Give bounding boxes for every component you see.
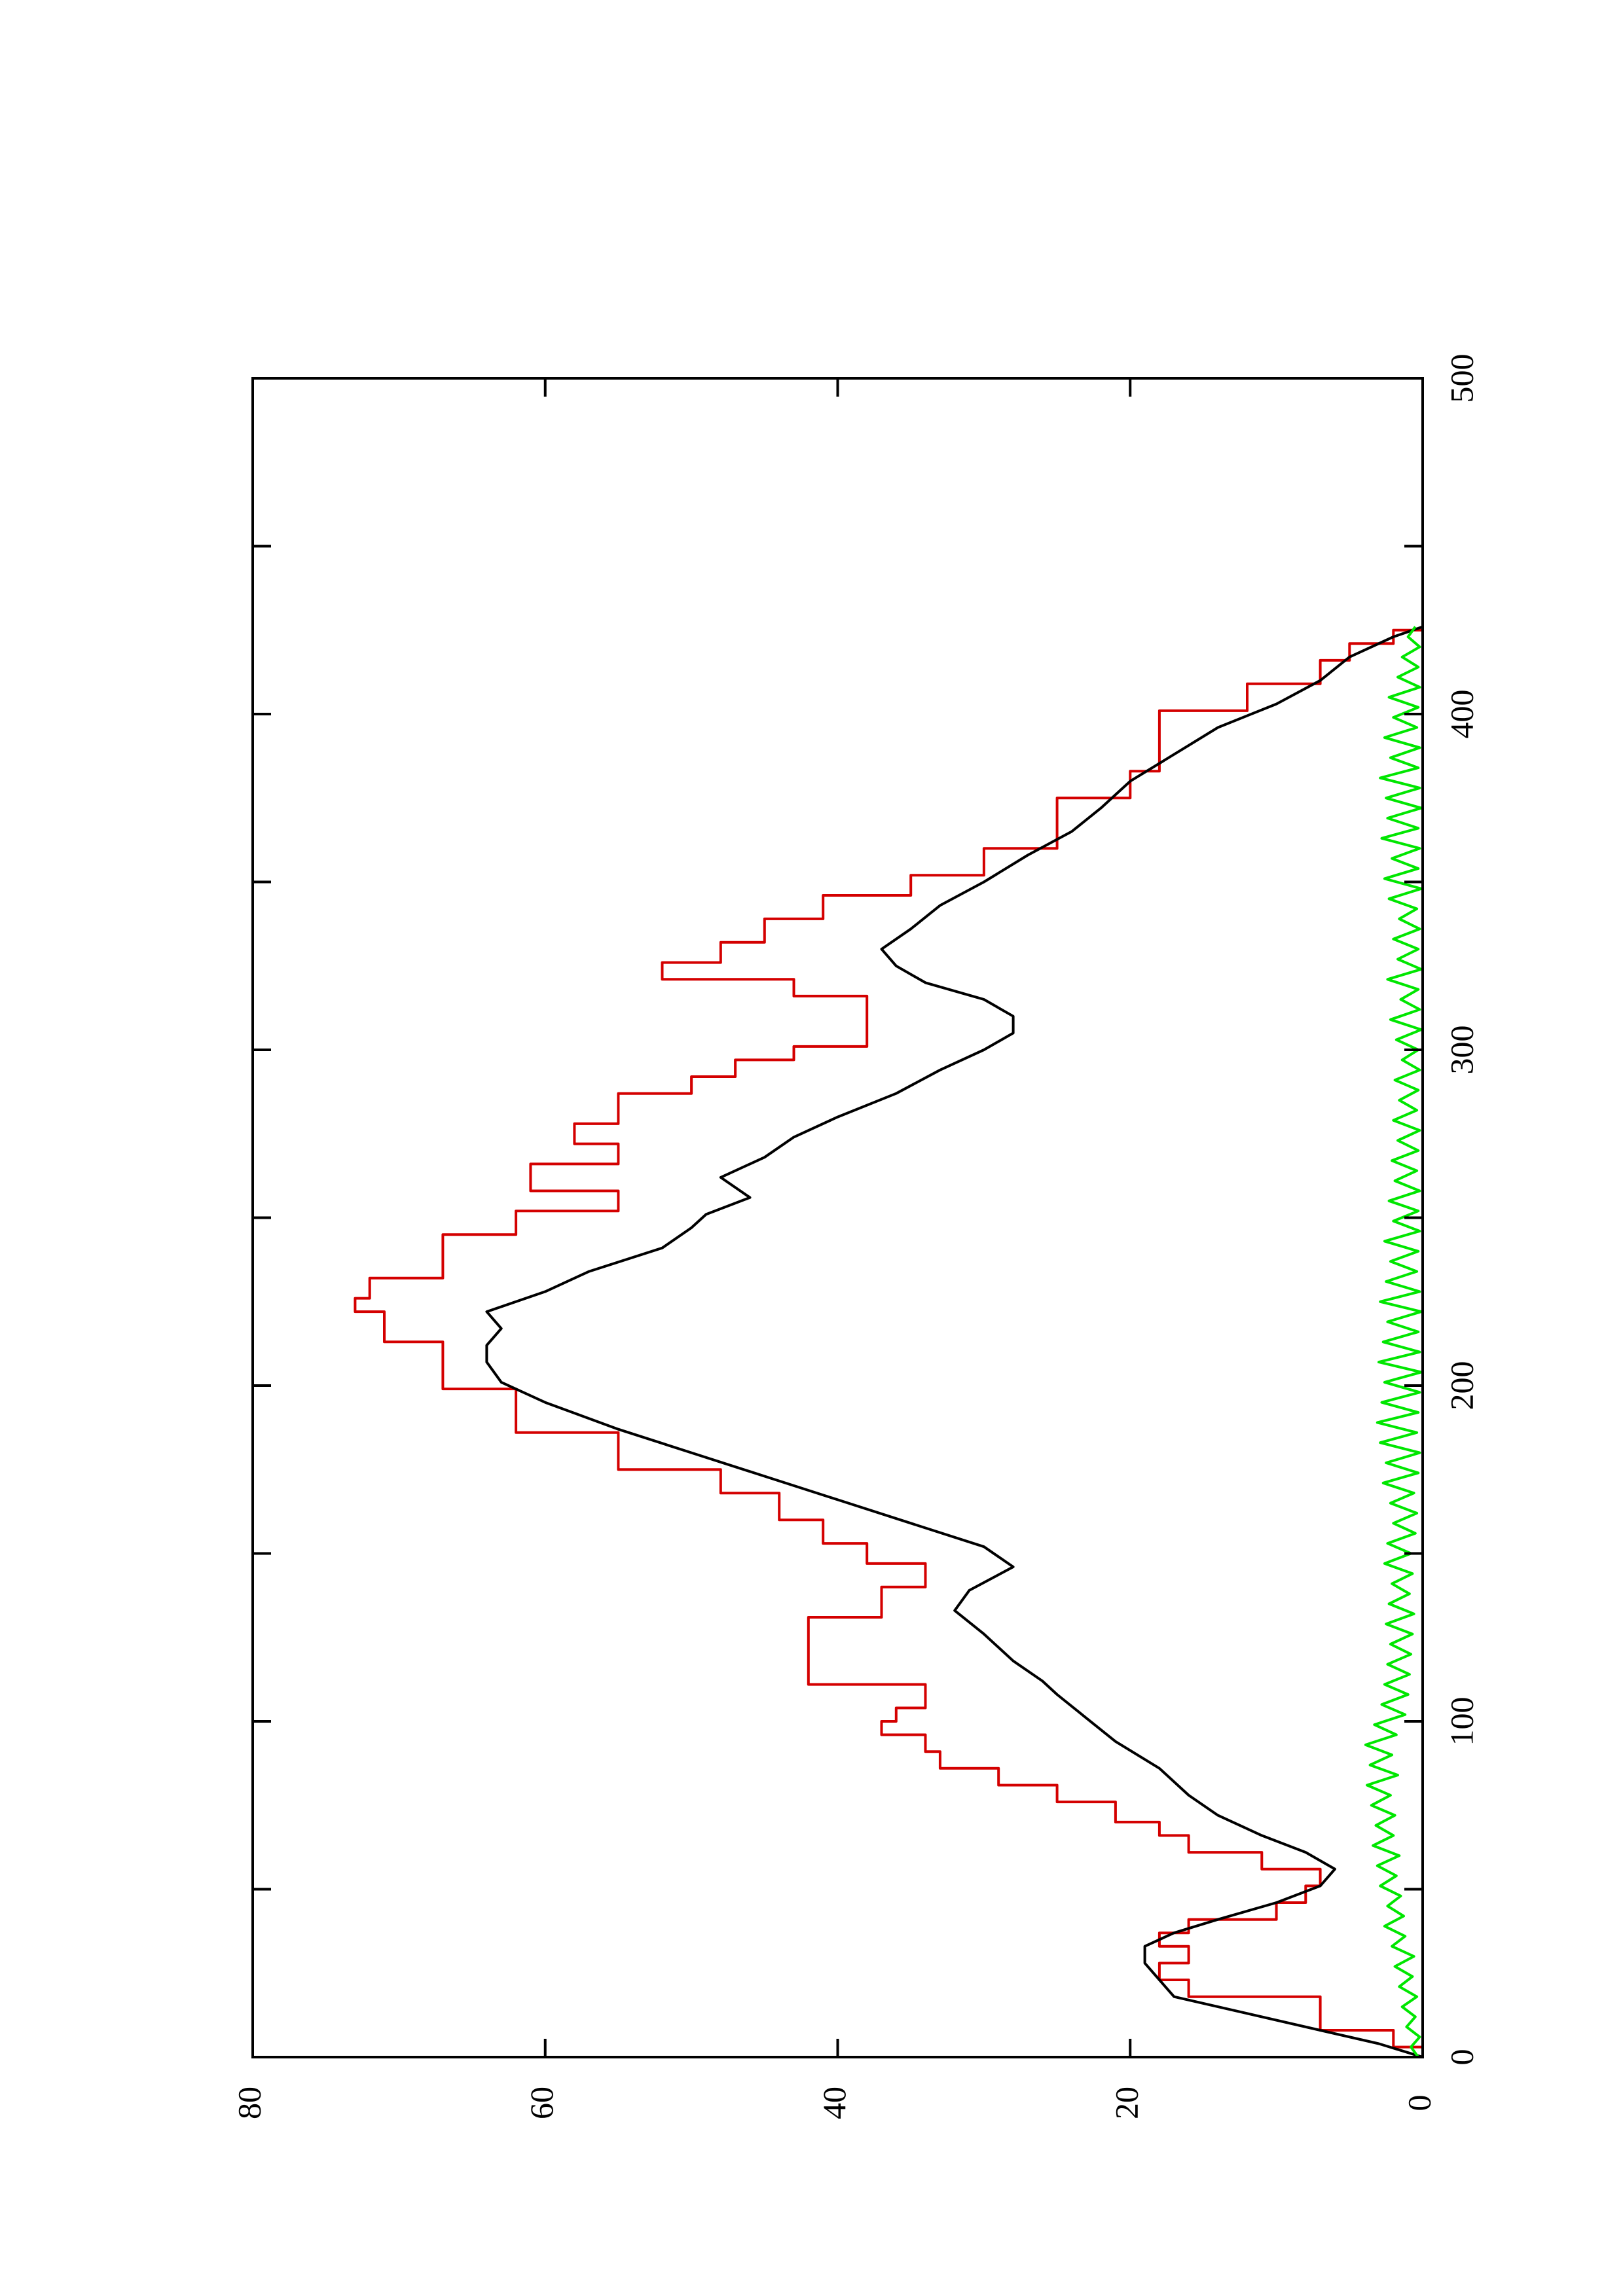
x-tick-label: 300: [1443, 1026, 1480, 1075]
y-tick-label: 60: [523, 2087, 560, 2119]
x-tick-label: 200: [1443, 1361, 1480, 1410]
y-tick-label: 20: [1108, 2087, 1145, 2119]
y-tick-label: 0: [1400, 2095, 1437, 2111]
y-tick-label: 80: [230, 2087, 267, 2119]
red-step-series-line: [354, 628, 1424, 2057]
x-tick-label: 0: [1443, 2049, 1480, 2066]
axis-ticks: [251, 377, 1424, 2058]
x-tick-label: 400: [1443, 690, 1480, 739]
black-smooth-series-line: [485, 625, 1423, 2058]
y-tick-label: 40: [816, 2087, 852, 2119]
plot-frame: [251, 377, 1424, 2058]
tick-labels: 0 100 200 300 400 500 0 20 40 60 80: [230, 354, 1480, 2120]
series-group: [354, 625, 1424, 2058]
x-tick-label: 100: [1443, 1697, 1480, 1746]
green-noise-series-line: [1364, 626, 1423, 2058]
x-tick-label: 500: [1443, 354, 1480, 403]
